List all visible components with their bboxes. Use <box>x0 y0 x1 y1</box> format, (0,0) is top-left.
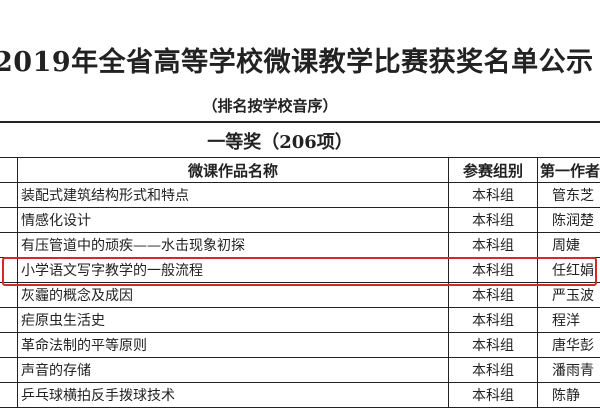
table-row: 情感化设计本科组陈润楚 <box>0 208 600 233</box>
group-cell: 本科组 <box>449 208 538 233</box>
header-group: 参赛组别 <box>449 158 538 183</box>
index-cell <box>0 383 18 408</box>
group-cell: 本科组 <box>449 358 538 383</box>
table-row: 声音的存储本科组潘雨青 <box>0 358 600 383</box>
author-cell: 潘雨青 <box>538 358 600 383</box>
table-row: 灰霾的概念及成因本科组严玉波 <box>0 283 600 308</box>
work-title-cell: 乒乓球横拍反手拨球技术 <box>18 383 449 408</box>
group-cell: 本科组 <box>449 283 538 308</box>
table-header-row: 微课作品名称 参赛组别 第一作者 <box>0 158 600 183</box>
author-cell: 陈润楚 <box>538 208 600 233</box>
work-title-cell: 有压管道中的顽疾——水击现象初探 <box>18 233 449 258</box>
group-cell: 本科组 <box>449 333 538 358</box>
index-cell <box>0 333 18 358</box>
work-title-cell: 情感化设计 <box>18 208 449 233</box>
table-row: 革命法制的平等原则本科组唐华彭 <box>0 333 600 358</box>
index-cell <box>0 233 18 258</box>
group-cell: 本科组 <box>449 233 538 258</box>
divider <box>0 121 600 123</box>
index-cell <box>0 183 18 208</box>
document-subtitle: （排名按学校音序） <box>0 95 540 116</box>
group-cell: 本科组 <box>449 383 538 408</box>
group-cell: 本科组 <box>449 308 538 333</box>
author-cell: 唐华彭 <box>538 333 600 358</box>
author-cell: 周婕 <box>538 233 600 258</box>
author-cell: 严玉波 <box>538 283 600 308</box>
author-cell: 陈静 <box>538 383 600 408</box>
index-header <box>0 158 18 183</box>
work-title-cell: 革命法制的平等原则 <box>18 333 449 358</box>
author-cell: 程洋 <box>538 308 600 333</box>
table-row: 乒乓球横拍反手拨球技术本科组陈静 <box>0 383 600 408</box>
work-title-cell: 装配式建筑结构形式和特点 <box>18 183 449 208</box>
document-title: 2019年全省高等学校微课教学比赛获奖名单公示 <box>0 40 594 79</box>
author-cell: 管东芝 <box>538 183 600 208</box>
table-row: 有压管道中的顽疾——水击现象初探本科组周婕 <box>0 233 600 258</box>
work-title-cell: 声音的存储 <box>18 358 449 383</box>
index-cell <box>0 208 18 233</box>
index-cell <box>0 308 18 333</box>
header-first-author: 第一作者 <box>538 158 600 183</box>
group-cell: 本科组 <box>449 183 538 208</box>
table-row: 疟原虫生活史本科组程洋 <box>0 308 600 333</box>
index-cell <box>0 283 18 308</box>
highlight-box <box>2 257 597 286</box>
work-title-cell: 灰霾的概念及成因 <box>18 283 449 308</box>
work-title-cell: 疟原虫生活史 <box>18 308 449 333</box>
header-work-title: 微课作品名称 <box>18 158 449 183</box>
award-heading: 一等奖（206项） <box>0 128 560 154</box>
table-row: 装配式建筑结构形式和特点本科组管东芝 <box>0 183 600 208</box>
index-cell <box>0 358 18 383</box>
